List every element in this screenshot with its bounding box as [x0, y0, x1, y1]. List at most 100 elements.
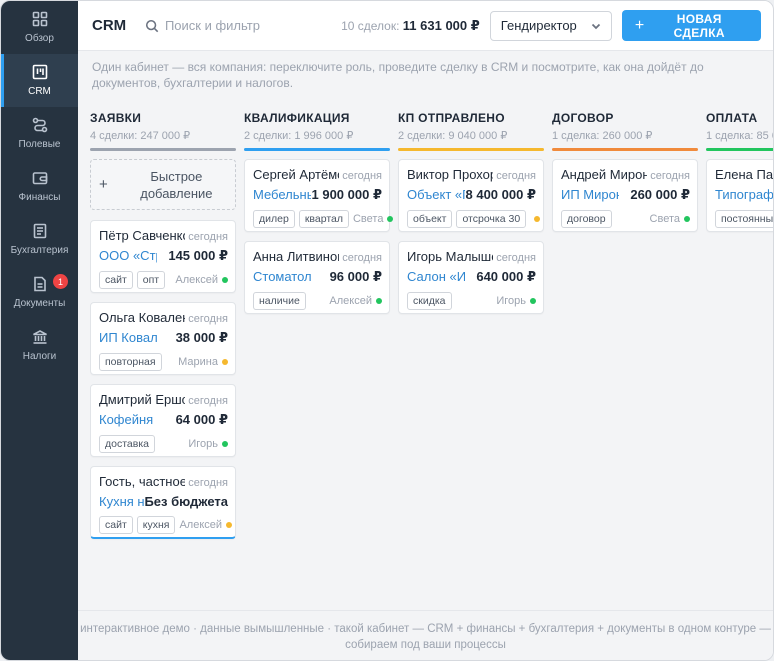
search-input[interactable]: [164, 18, 335, 33]
owner-name: Алексей: [175, 274, 218, 286]
deal-amount: 96 000 ₽: [329, 269, 382, 284]
contact-name: Виктор Прохоров: [407, 167, 493, 182]
column-title: ДОГОВОР: [552, 111, 614, 125]
deal-date: сегодня: [496, 170, 536, 182]
sidebar-item-label: CRM: [28, 86, 51, 97]
column-color-bar: [552, 148, 698, 151]
sidebar-item-overview[interactable]: Обзор: [1, 1, 78, 54]
deals-count: 10 сделок:: [341, 18, 400, 33]
status-dot: [226, 522, 233, 528]
role-select-value: Гендиректор: [500, 18, 577, 33]
contact-name: Анна Литвинова: [253, 249, 339, 264]
column-color-bar: [398, 148, 544, 151]
deal-card[interactable]: Игорь Малышевсегодня Салон «Ирис» 640 000 …: [398, 241, 544, 314]
company-link[interactable]: Салон «Ирис»: [407, 269, 465, 284]
company-link[interactable]: Мебельный двор: [253, 187, 311, 202]
deal-owner: Алексей: [175, 274, 228, 286]
deal-tag: доставка: [99, 435, 155, 453]
quick-add-label: Быстрое добавление: [140, 168, 213, 201]
deal-card[interactable]: Гость, частное лицосегодня Кухня на заказ…: [90, 466, 236, 539]
topbar: CRM 10 сделок: 11 631 000 ₽ Гендиректор …: [78, 1, 773, 51]
search-icon: [145, 19, 159, 32]
deal-tag: опт: [136, 271, 166, 289]
column-summary: 2 сделки: 9 040 000 ₽: [398, 130, 508, 142]
deal-tag: наличие: [253, 292, 306, 310]
owner-name: Света: [649, 213, 680, 225]
deal-amount: Без бюджета: [144, 494, 228, 509]
deal-amount: 260 000 ₽: [630, 187, 690, 202]
deal-date: сегодня: [188, 395, 228, 407]
deal-amount: 38 000 ₽: [175, 330, 228, 345]
company-link[interactable]: Типография: [715, 187, 773, 202]
grid-icon: [32, 11, 47, 27]
pipeline-column: КП ОТПРАВЛЕНО 2 сделки: 9 040 000 ₽ Виктор…: [398, 111, 544, 323]
company-link[interactable]: ИП Коваленко: [99, 330, 157, 345]
deal-amount: 640 000 ₽: [476, 269, 536, 284]
deal-amount: 8 400 000 ₽: [465, 187, 537, 202]
kanban-icon: [32, 64, 47, 80]
deal-amount: 145 000 ₽: [168, 248, 228, 263]
company-link[interactable]: Объект «Парк»: [407, 187, 465, 202]
contact-name: Дмитрий Ершов: [99, 392, 185, 407]
pipeline-column: КВАЛИФИКАЦИЯ 2 сделки: 1 996 000 ₽ Сергей …: [244, 111, 394, 323]
deal-tag: квартал: [298, 210, 349, 228]
role-select[interactable]: Гендиректор: [489, 10, 612, 41]
column-summary: 1 сделка: 260 000 ₽: [552, 130, 653, 142]
sidebar-item-field[interactable]: Полевые: [1, 107, 78, 160]
ledger-icon: [33, 223, 46, 239]
deal-owner: Игорь: [188, 438, 228, 450]
contact-name: Сергей Артёмов: [253, 167, 339, 182]
bank-icon: [32, 330, 47, 344]
company-link[interactable]: Кухня на заказ: [99, 494, 145, 509]
search-box[interactable]: [145, 18, 341, 33]
company-link[interactable]: Кофейня «Утро»: [99, 412, 157, 427]
new-deal-button[interactable]: + НОВАЯ СДЕЛКА: [621, 10, 761, 41]
quick-add-button[interactable]: + Быстрое добавление: [90, 159, 236, 210]
sidebar-item-documents[interactable]: Документы 1: [1, 266, 78, 319]
deal-owner: Света: [353, 213, 394, 225]
deal-card[interactable]: Елена ПавловасегодняТипография85 000 ₽по…: [706, 159, 773, 232]
sidebar-item-finance[interactable]: Финансы: [1, 160, 78, 213]
deal-card[interactable]: Сергей Артёмовсегодня Мебельный двор1 900…: [244, 159, 394, 232]
column-title: ЗАЯВКИ: [90, 111, 142, 125]
sidebar-item-label: Обзор: [25, 33, 54, 44]
status-dot: [387, 216, 394, 222]
column-title: ОПЛАТА: [706, 111, 758, 125]
pipeline-column: ДОГОВОР 1 сделка: 260 000 ₽ Андрей Миронов…: [552, 111, 698, 241]
deal-card[interactable]: Виктор Прохоровсегодня Объект «Парк»8 400…: [398, 159, 544, 232]
sidebar-item-crm[interactable]: CRM: [1, 54, 78, 107]
deal-date: сегодня: [188, 231, 228, 243]
deal-owner: Алексей: [329, 295, 382, 307]
deal-card[interactable]: Андрей Мироновсегодня ИП Миронов 260 000 ₽…: [552, 159, 698, 232]
column-color-bar: [90, 148, 236, 151]
deal-tag: дилер: [253, 210, 295, 228]
sidebar-item-label: Финансы: [18, 192, 61, 203]
column-title: КВАЛИФИКАЦИЯ: [244, 111, 350, 125]
contact-name: Пётр Савченко: [99, 228, 185, 243]
status-dot: [376, 298, 382, 304]
deal-card[interactable]: Ольга Коваленкосегодня ИП Коваленко 38 000…: [90, 302, 236, 375]
deal-tag: скидка: [407, 292, 452, 310]
sidebar-item-accounting[interactable]: Бухгалтерия: [1, 213, 78, 266]
status-dot: [684, 216, 690, 222]
main-area: CRM 10 сделок: 11 631 000 ₽ Гендиректор …: [78, 1, 773, 660]
contact-name: Игорь Малышев: [407, 249, 493, 264]
company-link[interactable]: ООО «Стройка»: [99, 248, 157, 263]
deals-summary: 10 сделок: 11 631 000 ₽: [341, 18, 480, 34]
deal-tag: договор: [561, 210, 612, 228]
notification-badge: 1: [53, 274, 68, 289]
company-link[interactable]: Стоматология: [253, 269, 311, 284]
contact-name: Елена Павлова: [715, 167, 773, 182]
deal-card[interactable]: Анна Литвиновасегодня Стоматология 96 000 …: [244, 241, 390, 314]
status-dot: [222, 277, 228, 283]
owner-name: Алексей: [179, 519, 223, 531]
sidebar-item-label: Документы: [13, 298, 66, 309]
sidebar-item-taxes[interactable]: Налоги: [1, 319, 78, 372]
deal-tag: повторная: [99, 353, 162, 371]
deal-date: сегодня: [342, 170, 382, 182]
deal-card[interactable]: Дмитрий Ершовсегодня Кофейня «Утро» 64 000…: [90, 384, 236, 457]
deal-owner: Игорь: [496, 295, 536, 307]
company-link[interactable]: ИП Миронов: [561, 187, 619, 202]
